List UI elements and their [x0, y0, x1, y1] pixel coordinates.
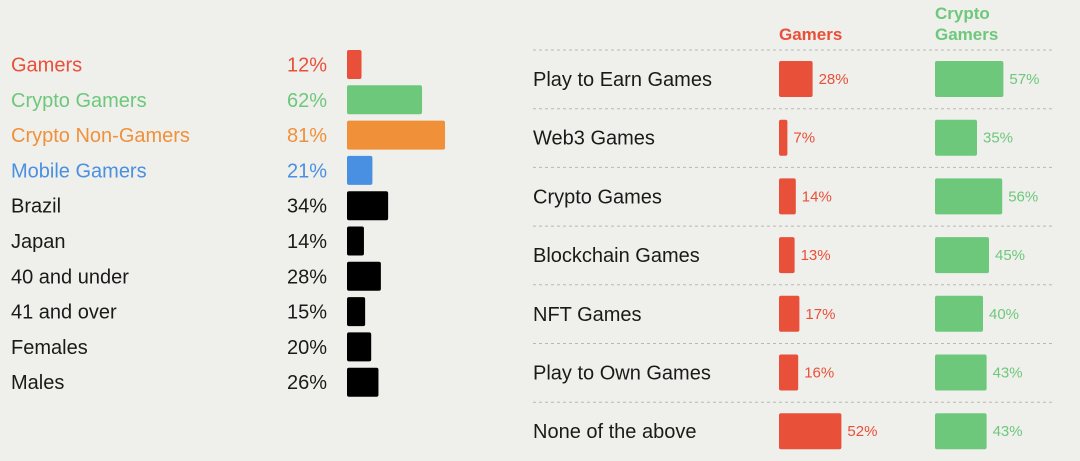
bar-gamers-nft-games: [779, 295, 800, 332]
bar-crypto-gamers-web3-games: [935, 119, 977, 156]
category-label-41-and-over: 41 and over: [11, 302, 117, 324]
legend-gamers: Gamers: [779, 25, 842, 44]
bar-41-and-over: [347, 297, 366, 327]
value-label-mobile-gamers: 21%: [287, 160, 327, 182]
row-label-play-to-earn-games: Play to Earn Games: [533, 69, 712, 91]
category-label-crypto-gamers: Crypto Gamers: [11, 90, 147, 112]
bar-40-and-under: [347, 261, 381, 291]
bar-gamers-blockchain-games: [779, 237, 795, 274]
game-type-bar-chart: Gamers Crypto Gamers Play to Earn Games 28% 5…: [533, 4, 1054, 450]
value-label-japan: 14%: [287, 231, 327, 253]
bar-crypto-gamers-none-of-the-above: [935, 413, 987, 450]
bar-crypto-gamers-play-to-earn-games: [935, 61, 1004, 97]
value-label-gamers-none-of-the-above: 52%: [847, 423, 877, 440]
bar-gamers-web3-games: [779, 119, 788, 156]
value-label-females: 20%: [287, 337, 327, 359]
value-label-41-and-over: 15%: [287, 302, 327, 324]
bar-brazil: [347, 191, 389, 221]
value-label-crypto-gamers-none-of-the-above: 43%: [993, 423, 1023, 440]
legend-crypto-gamers-line-2: Gamers: [935, 25, 998, 44]
row-label-play-to-own-games: Play to Own Games: [533, 363, 711, 385]
bar-japan: [347, 226, 364, 256]
row-label-none-of-the-above: None of the above: [533, 421, 696, 443]
value-label-crypto-gamers-nft-games: 40%: [989, 306, 1019, 323]
value-label-males: 26%: [287, 372, 327, 394]
value-label-crypto-gamers-play-to-earn-games: 57%: [1009, 71, 1039, 88]
bar-gamers-play-to-earn-games: [779, 61, 813, 97]
bar-crypto-gamers-play-to-own-games: [935, 354, 987, 391]
category-label-males: Males: [11, 372, 64, 394]
value-label-brazil: 34%: [287, 196, 327, 218]
category-label-japan: Japan: [11, 231, 66, 253]
value-label-gamers-crypto-games: 14%: [802, 188, 832, 205]
bar-gamers-crypto-games: [779, 178, 796, 215]
bar-gamers-none-of-the-above: [779, 413, 842, 450]
value-label-crypto-gamers: 62%: [287, 90, 327, 112]
value-label-crypto-gamers-blockchain-games: 45%: [995, 247, 1025, 264]
category-label-40-and-under: 40 and under: [11, 266, 129, 288]
bar-crypto-gamers-nft-games: [935, 295, 983, 332]
value-label-crypto-non-gamers: 81%: [287, 125, 327, 147]
value-label-gamers-nft-games: 17%: [805, 306, 835, 323]
value-label-gamers-web3-games: 7%: [793, 130, 815, 147]
bar-gamers-play-to-own-games: [779, 354, 799, 391]
value-label-40-and-under: 28%: [287, 266, 327, 288]
row-label-nft-games: NFT Games: [533, 304, 642, 326]
bar-crypto-non-gamers: [347, 120, 446, 150]
bar-males: [347, 367, 379, 397]
value-label-gamers-play-to-own-games: 16%: [804, 365, 834, 382]
value-label-gamers-blockchain-games: 13%: [801, 247, 831, 264]
category-label-females: Females: [11, 337, 88, 359]
value-label-gamers-play-to-earn-games: 28%: [819, 71, 849, 88]
bar-crypto-gamers-crypto-games: [935, 178, 1003, 215]
bar-crypto-gamers-blockchain-games: [935, 237, 989, 274]
category-label-mobile-gamers: Mobile Gamers: [11, 160, 147, 182]
category-label-brazil: Brazil: [11, 196, 61, 218]
legend-crypto-gamers-line-1: Crypto: [935, 4, 990, 23]
row-label-web3-games: Web3 Games: [533, 128, 655, 150]
value-label-crypto-gamers-web3-games: 35%: [983, 130, 1013, 147]
bar-mobile-gamers: [347, 155, 373, 185]
row-label-blockchain-games: Blockchain Games: [533, 245, 700, 267]
bar-females: [347, 332, 372, 362]
category-label-crypto-non-gamers: Crypto Non-Gamers: [11, 125, 190, 147]
row-label-crypto-games: Crypto Games: [533, 186, 662, 208]
category-label-gamers: Gamers: [11, 55, 82, 77]
value-label-crypto-gamers-crypto-games: 56%: [1008, 188, 1038, 205]
bar-crypto-gamers: [347, 85, 423, 115]
segment-bar-chart: Gamers 12% Crypto Gamers 62% Crypto Non-Game…: [11, 50, 446, 397]
value-label-gamers: 12%: [287, 55, 327, 77]
value-label-crypto-gamers-play-to-own-games: 43%: [993, 365, 1023, 382]
bar-gamers: [347, 50, 362, 79]
